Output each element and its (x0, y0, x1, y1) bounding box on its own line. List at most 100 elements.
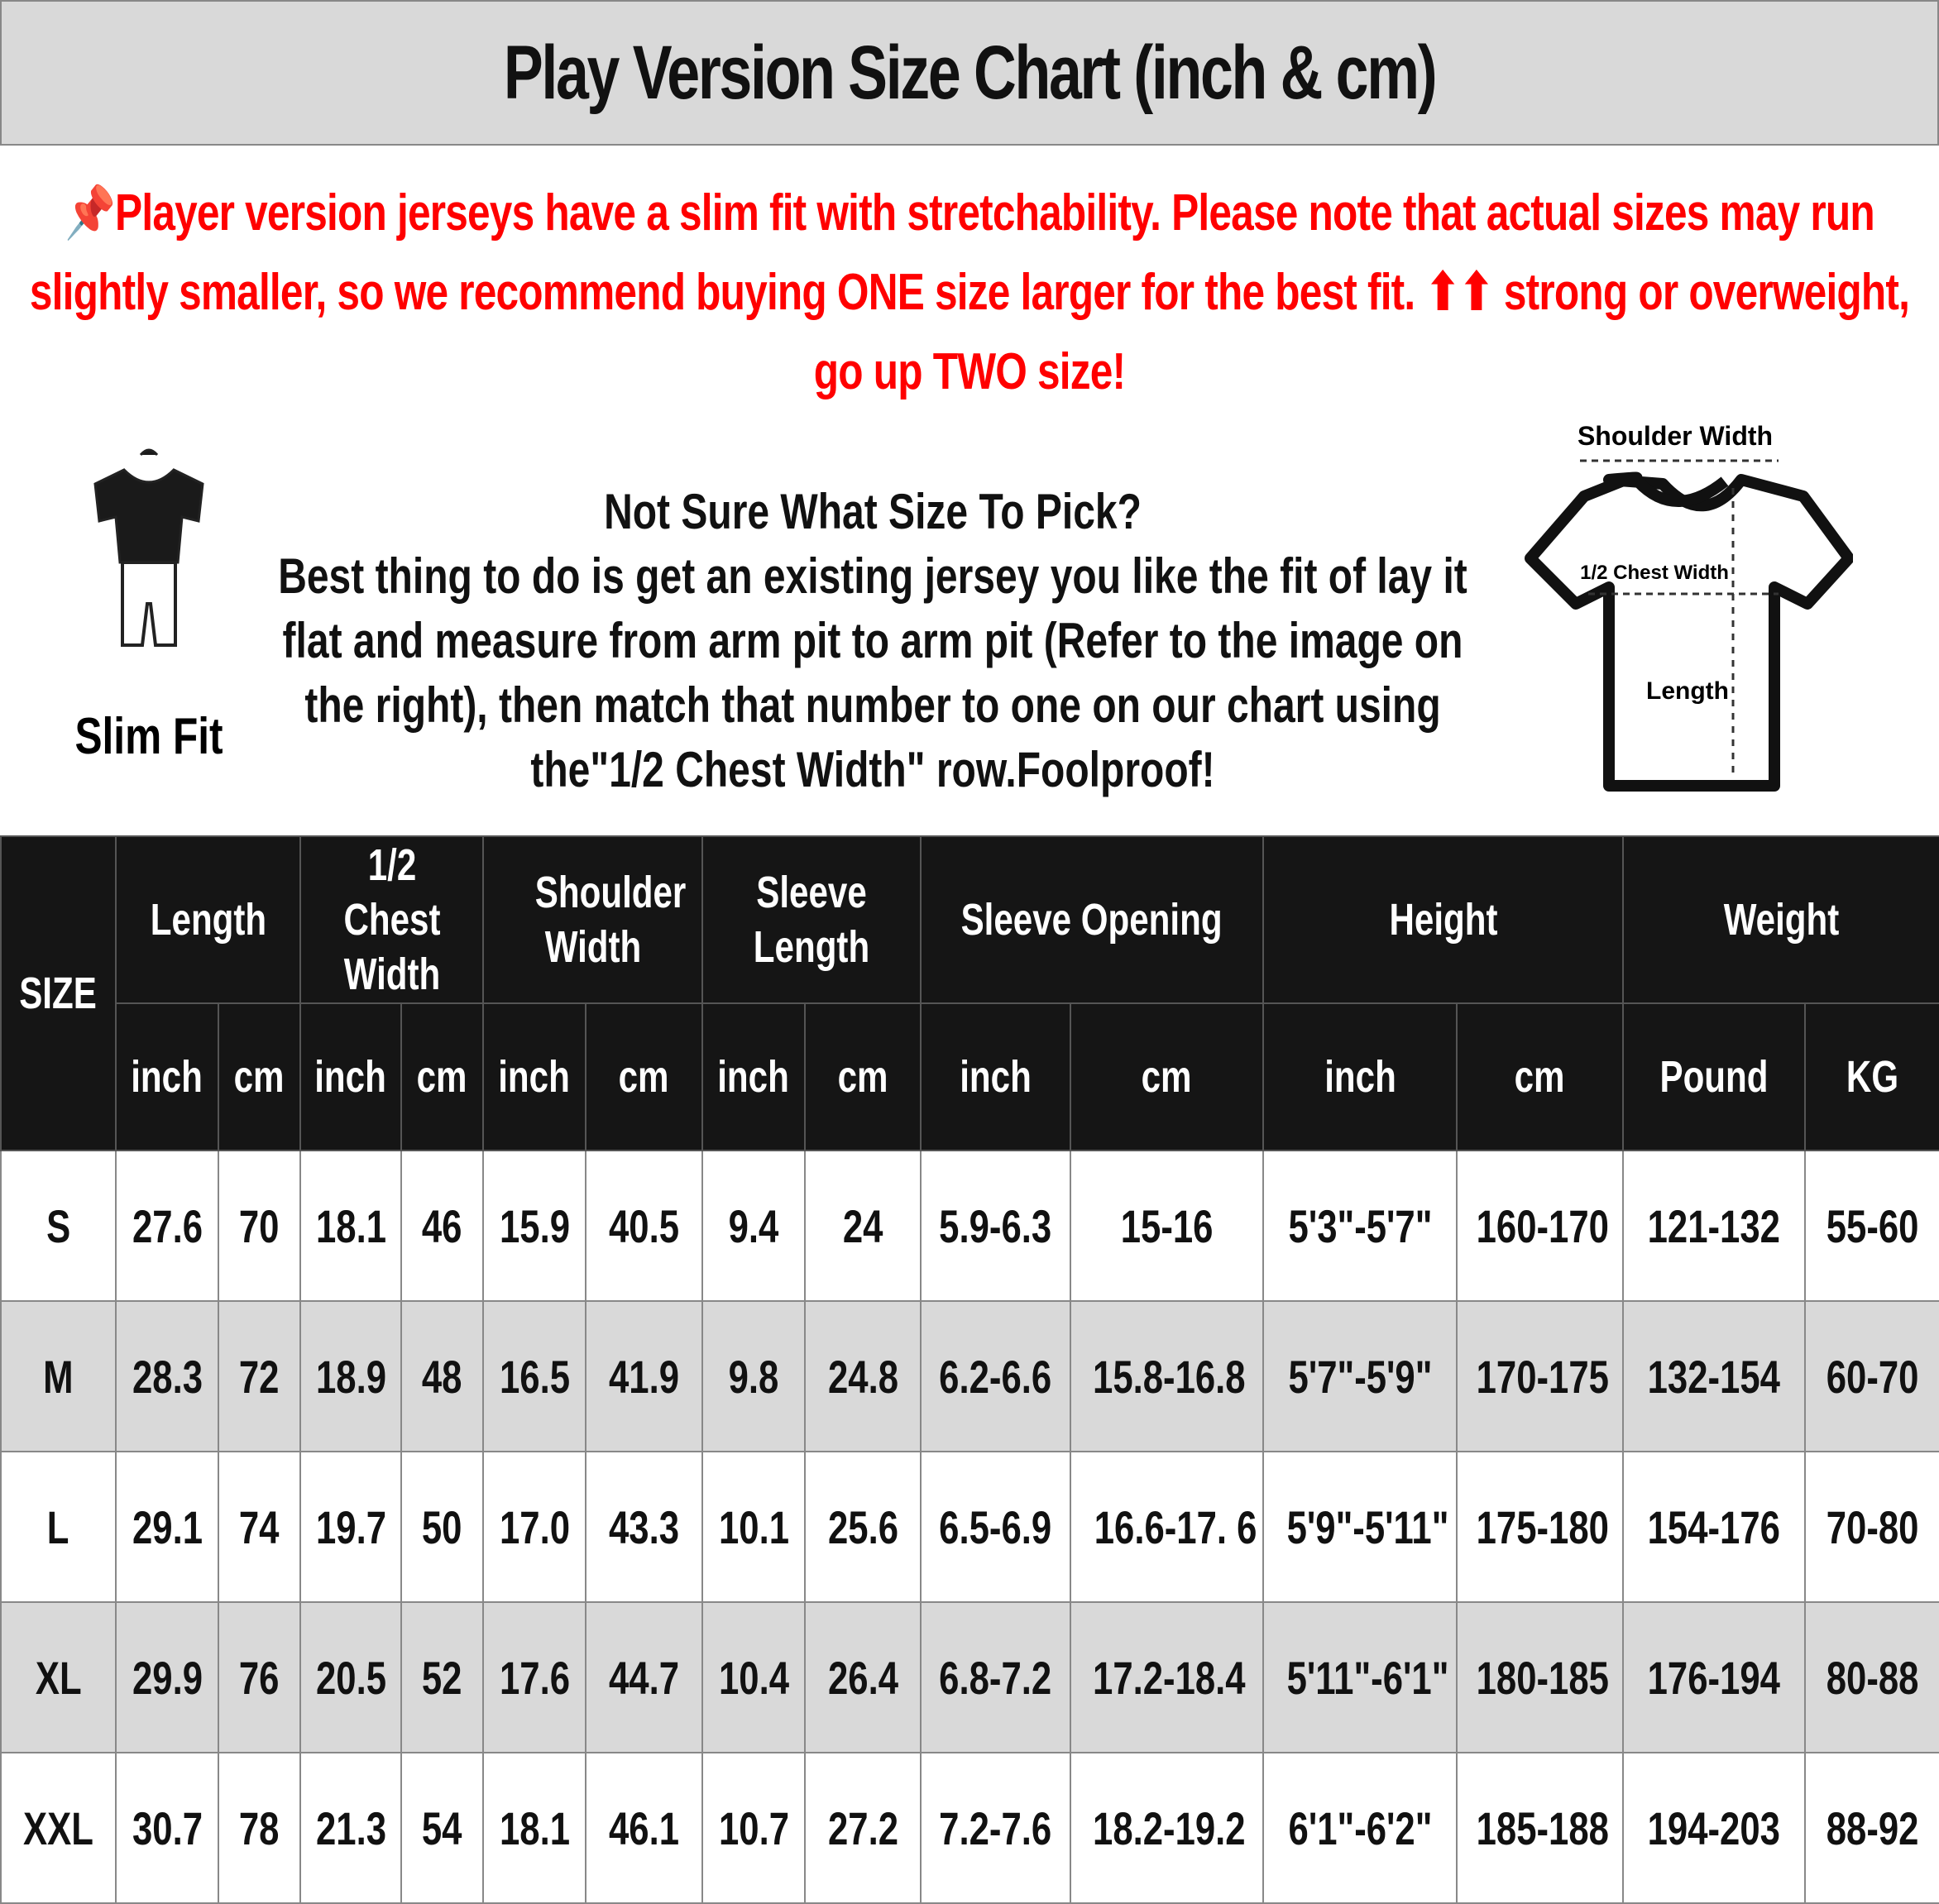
value-cell: 18.2-19.2 (1069, 1752, 1265, 1904)
value-cell: 27.6 (115, 1150, 219, 1302)
group-header: Sleeve Length (701, 835, 922, 1004)
value-cell: 46.1 (585, 1752, 703, 1904)
value-cell: 20.5 (299, 1601, 402, 1753)
unit-header: inch (920, 1002, 1071, 1151)
value-cell: 5'7"-5'9" (1262, 1300, 1458, 1452)
value-cell: 24 (804, 1150, 922, 1302)
size-header: SIZE (0, 835, 117, 1151)
value-cell: 80-88 (1804, 1601, 1939, 1753)
value-cell: 6.8-7.2 (920, 1601, 1071, 1753)
value-cell: 15.9 (482, 1150, 586, 1302)
value-cell: 76 (218, 1601, 301, 1753)
value-cell: 30.7 (115, 1752, 219, 1904)
value-cell: 5.9-6.3 (920, 1150, 1071, 1302)
group-header: Sleeve Opening (919, 835, 1265, 1004)
pushpin-icon: 📌 (65, 184, 116, 242)
value-cell: 6'1"-6'2" (1262, 1752, 1458, 1904)
value-cell: 16.5 (482, 1300, 586, 1452)
value-cell: 6.5-6.9 (920, 1451, 1071, 1603)
size-cell: L (0, 1451, 117, 1603)
value-cell: 170-175 (1456, 1300, 1625, 1452)
value-cell: 50 (400, 1451, 484, 1603)
value-cell: 18.1 (482, 1752, 586, 1904)
value-cell: 24.8 (804, 1300, 922, 1452)
value-cell: 54 (400, 1752, 484, 1904)
unit-header: cm (804, 1002, 922, 1151)
value-cell: 176-194 (1622, 1601, 1807, 1753)
unit-header: inch (299, 1002, 402, 1151)
value-cell: 5'11"-6'1" (1262, 1601, 1458, 1753)
table-row: S 27.6 70 18.1 46 15.9 40.5 9.4 24 5.9-6.3 15-16 5'… (0, 1150, 1939, 1302)
value-cell: 78 (218, 1752, 301, 1904)
value-cell: 88-92 (1804, 1752, 1939, 1904)
shoulder-width-label: Shoulder Width (1578, 421, 1773, 451)
value-cell: 29.9 (115, 1601, 219, 1753)
group-header: Length (115, 835, 301, 1004)
unit-header: cm (1069, 1002, 1265, 1151)
size-cell: M (0, 1300, 117, 1452)
sizing-advice: Not Sure What Size To Pick? Best thing t… (248, 480, 1497, 802)
value-cell: 40.5 (585, 1150, 703, 1302)
header-row-units: inch cm inch cm inch cm inch cm inch cm inch cm Poun… (1, 1002, 1939, 1151)
group-header: Shoulder Width (482, 835, 703, 1004)
length-label: Length (1646, 677, 1729, 705)
value-cell: 6.2-6.6 (920, 1300, 1071, 1452)
table-row: XXL 30.7 78 21.3 54 18.1 46.1 10.7 27.2 7.2-7.6 18… (0, 1752, 1939, 1904)
size-table: SIZE Length 1/2 Chest Width Shoulder Wid… (0, 835, 1939, 1904)
unit-header: inch (1262, 1002, 1458, 1151)
advice-body: Best thing to do is get an existing jers… (278, 548, 1467, 797)
value-cell: 5'3"-5'7" (1262, 1150, 1458, 1302)
value-cell: 44.7 (585, 1601, 703, 1753)
value-cell: 46 (400, 1150, 484, 1302)
unit-header: inch (482, 1002, 586, 1151)
unit-header: KG (1804, 1002, 1939, 1151)
chest-width-label: 1/2 Chest Width (1580, 562, 1729, 584)
value-cell: 9.4 (701, 1150, 806, 1302)
unit-header: cm (585, 1002, 703, 1151)
unit-header: inch (115, 1002, 219, 1151)
unit-header: cm (1456, 1002, 1625, 1151)
fit-notice: 📌Player version jerseys have a slim fit … (0, 174, 1939, 412)
value-cell: 18.9 (299, 1300, 402, 1452)
size-cell: XL (0, 1601, 117, 1753)
notice-text: Player version jerseys have a slim fit w… (29, 184, 1910, 400)
group-header: Weight (1622, 835, 1939, 1004)
header-row-groups: SIZE Length 1/2 Chest Width Shoulder Wid… (0, 835, 1939, 1151)
value-cell: 10.1 (701, 1451, 806, 1603)
value-cell: 60-70 (1804, 1300, 1939, 1452)
title-bar: Play Version Size Chart (inch & cm) (0, 0, 1939, 146)
value-cell: 17.6 (482, 1601, 586, 1753)
value-cell: 55-60 (1804, 1150, 1939, 1302)
unit-header: cm (218, 1002, 301, 1151)
value-cell: 25.6 (804, 1451, 922, 1603)
value-cell: 154-176 (1622, 1451, 1807, 1603)
size-table-body: S 27.6 70 18.1 46 15.9 40.5 9.4 24 5.9-6.3 15-16 5'… (0, 1150, 1939, 1904)
advice-heading: Not Sure What Size To Pick? (604, 484, 1142, 539)
value-cell: 17.2-18.4 (1069, 1601, 1265, 1753)
value-cell: 180-185 (1456, 1601, 1625, 1753)
size-cell: S (0, 1150, 117, 1302)
value-cell: 41.9 (585, 1300, 703, 1452)
value-cell: 48 (400, 1300, 484, 1452)
value-cell: 9.8 (701, 1300, 806, 1452)
value-cell: 121-132 (1622, 1150, 1807, 1302)
value-cell: 132-154 (1622, 1300, 1807, 1452)
measurement-diagram: Shoulder Width 1/2 Chest Width Length (1506, 414, 1855, 806)
group-header: Height (1262, 835, 1625, 1004)
value-cell: 74 (218, 1451, 301, 1603)
value-cell: 29.1 (115, 1451, 219, 1603)
value-cell: 26.4 (804, 1601, 922, 1753)
value-cell: 28.3 (115, 1300, 219, 1452)
value-cell: 10.7 (701, 1752, 806, 1904)
table-row: XL 29.9 76 20.5 52 17.6 44.7 10.4 26.4 6.8-7.2 17.… (0, 1601, 1939, 1753)
value-cell: 27.2 (804, 1752, 922, 1904)
value-cell: 160-170 (1456, 1150, 1625, 1302)
unit-header: cm (400, 1002, 484, 1151)
value-cell: 15-16 (1069, 1150, 1265, 1302)
slim-fit-label: Slim Fit (74, 708, 223, 765)
slim-fit-figure-icon (33, 438, 265, 658)
page-title: Play Version Size Chart (inch & cm) (503, 30, 1438, 115)
unit-header: Pound (1622, 1002, 1807, 1151)
value-cell: 15.8-16.8 (1069, 1300, 1265, 1452)
size-cell: XXL (0, 1752, 117, 1904)
